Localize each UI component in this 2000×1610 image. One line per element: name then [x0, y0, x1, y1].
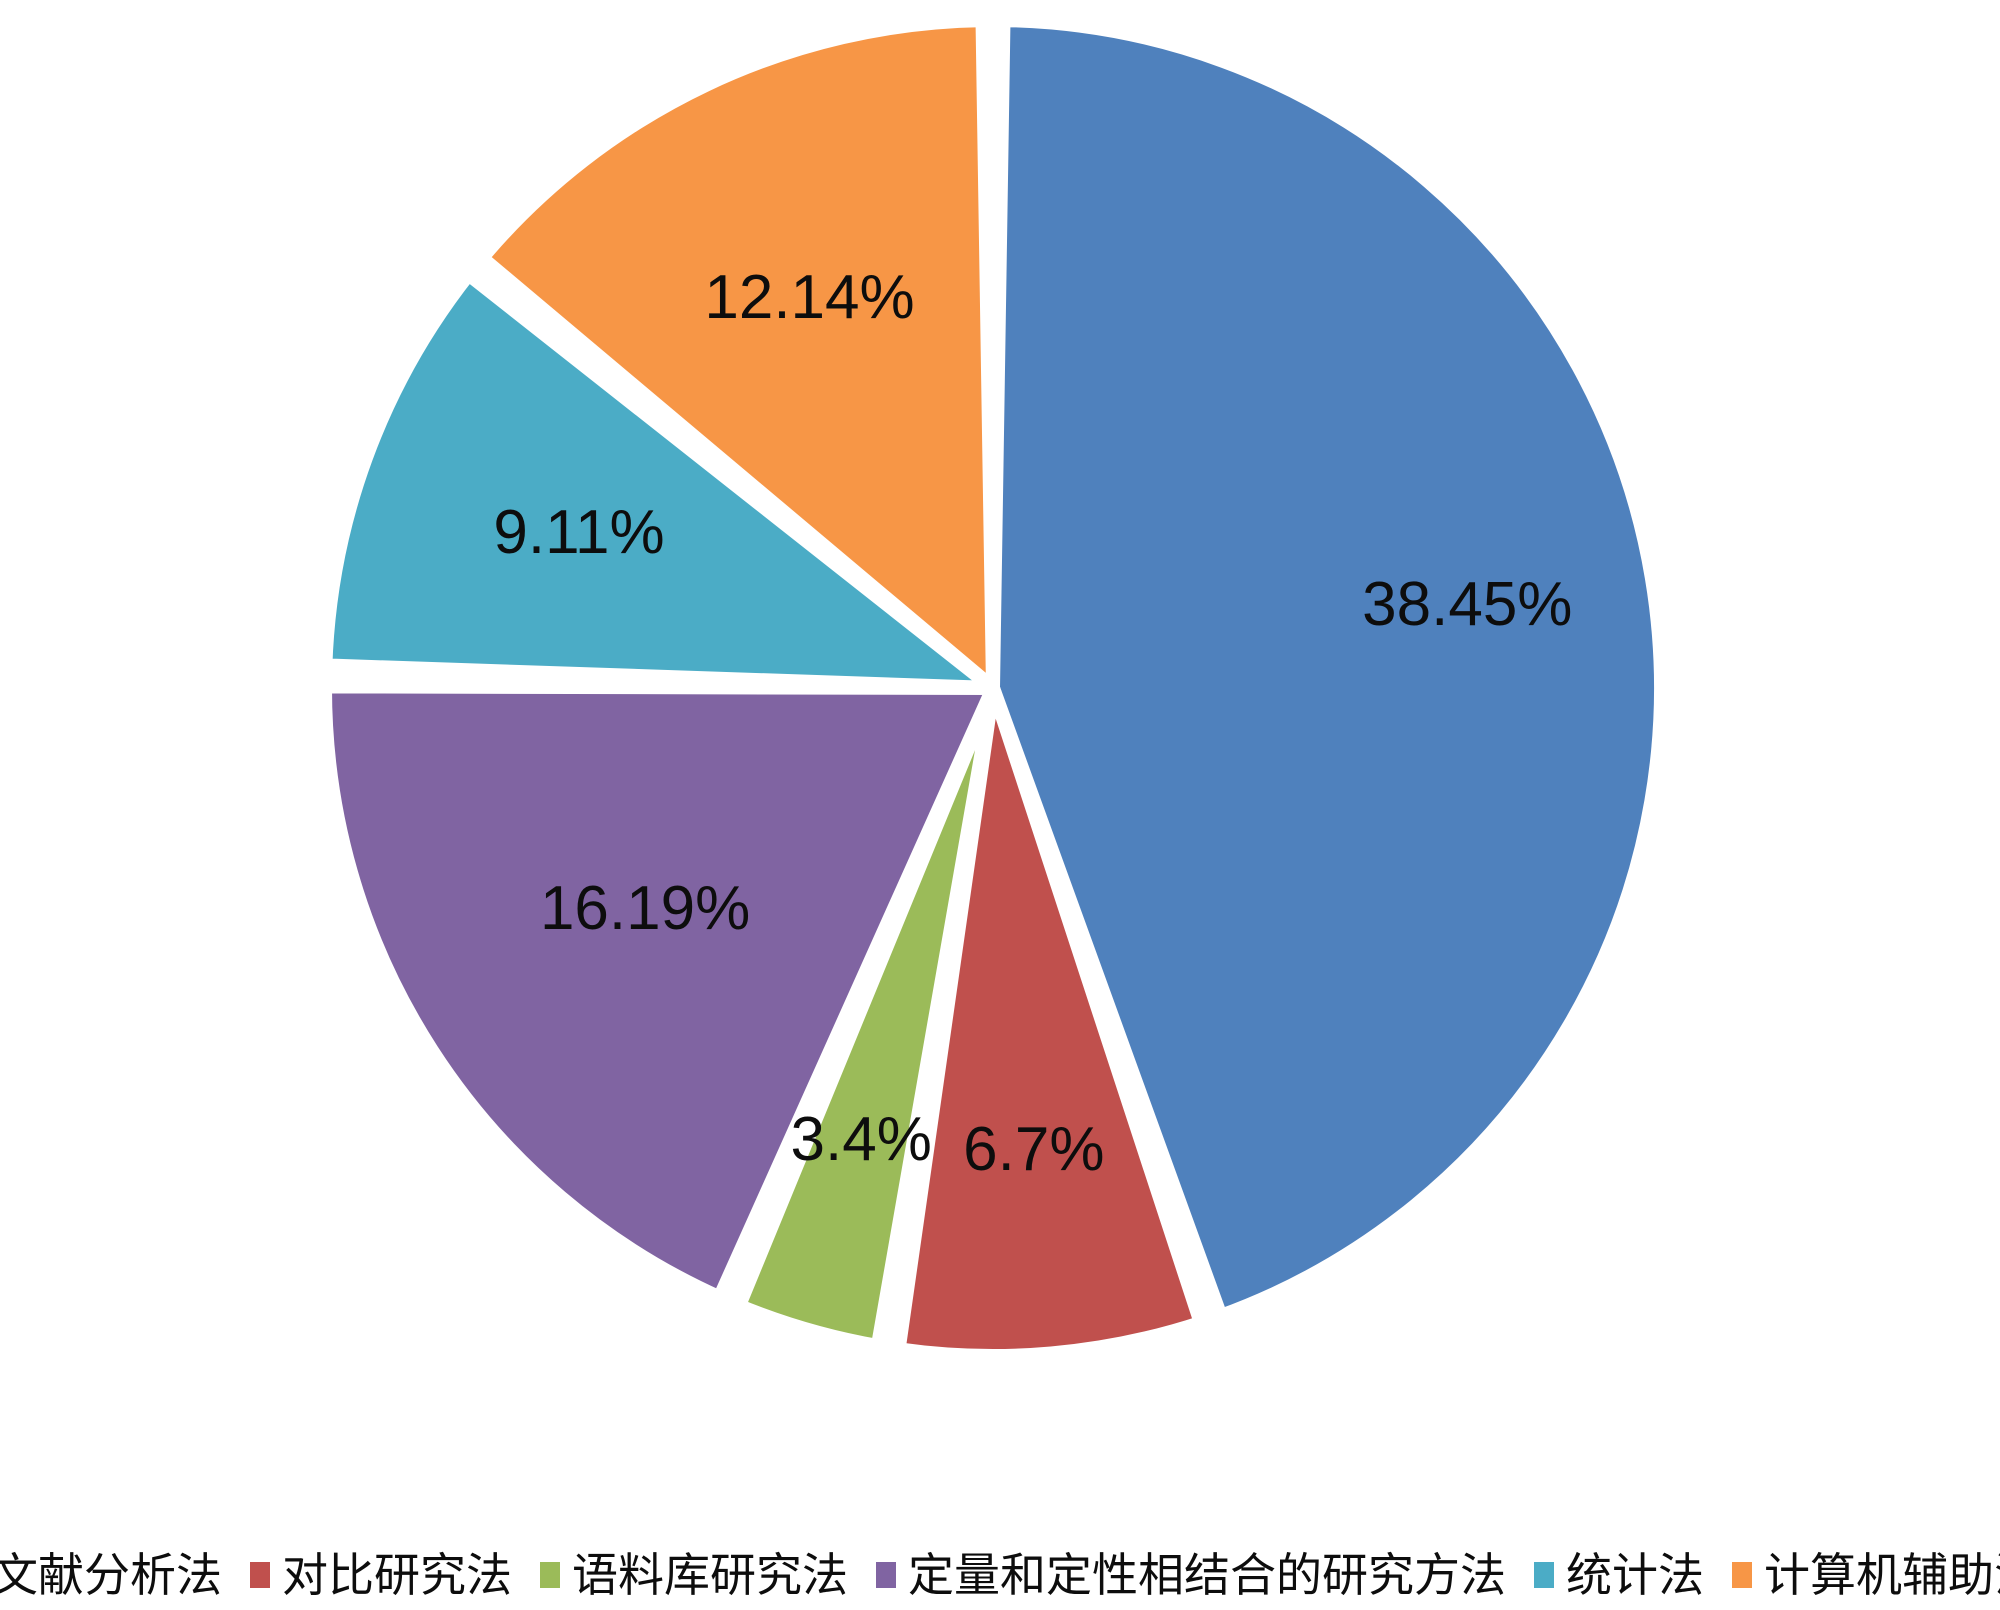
legend-color-swatch-icon [540, 1562, 560, 1588]
pie-slice-label: 9.11% [493, 498, 664, 567]
legend-item-label: 语料库研究法 [572, 1548, 848, 1602]
pie-slice-label: 16.19% [540, 874, 750, 943]
pie-slice[interactable] [474, 13, 1000, 695]
pie-slice[interactable] [318, 267, 1000, 695]
pie-slice-label: 38.45% [1362, 570, 1572, 639]
chart-legend: 文献分析法对比研究法语料库研究法定量和定性相结合的研究方法统计法计算机辅助法 [0, 1540, 2000, 1610]
pie-slice-label: 3.4% [791, 1105, 932, 1174]
legend-item[interactable]: 语料库研究法 [540, 1552, 848, 1598]
pie-data-labels-group: 38.45% 6.7% 3.4% 16.19% 9.11% 12.14% [493, 263, 1572, 1184]
legend-item-label: 文献分析法 [0, 1548, 222, 1602]
legend-color-swatch-icon [1732, 1562, 1752, 1588]
pie-svg: 38.45% 6.7% 3.4% 16.19% 9.11% 12.14% [317, 13, 1668, 1363]
legend-item-label: 统计法 [1566, 1548, 1704, 1602]
legend-item-label: 计算机辅助法 [1764, 1548, 2000, 1602]
legend-color-swatch-icon [250, 1562, 270, 1588]
chart-plot-area: 38.45% 6.7% 3.4% 16.19% 9.11% 12.14% [317, 13, 1668, 1363]
legend-color-swatch-icon [1534, 1562, 1554, 1588]
legend-item[interactable]: 定量和定性相结合的研究方法 [876, 1552, 1506, 1598]
pie-slices-group [317, 13, 1668, 1363]
legend-color-swatch-icon [876, 1562, 896, 1588]
legend-item-label: 定量和定性相结合的研究方法 [908, 1548, 1506, 1602]
legend-item[interactable]: 统计法 [1534, 1552, 1704, 1598]
legend-item[interactable]: 计算机辅助法 [1732, 1552, 2000, 1598]
pie-slice[interactable] [317, 679, 1000, 1305]
pie-slice[interactable] [891, 681, 1208, 1363]
legend-item[interactable]: 文献分析法 [0, 1552, 222, 1598]
pie-slice[interactable] [731, 681, 1000, 1354]
legend-item[interactable]: 对比研究法 [250, 1552, 512, 1598]
pie-slice-label: 6.7% [963, 1115, 1104, 1184]
legend-item-label: 对比研究法 [282, 1548, 512, 1602]
pie-slice[interactable] [986, 13, 1668, 1323]
pie-slice-label: 12.14% [704, 263, 914, 332]
